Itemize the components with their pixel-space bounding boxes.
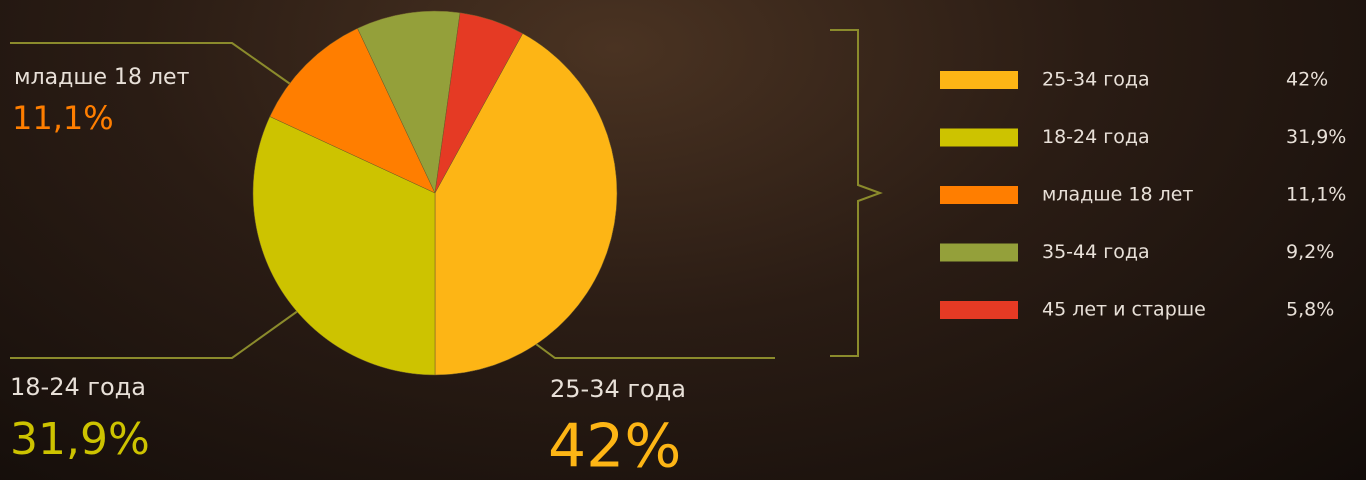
legend-label: 18-24 года [1042, 126, 1150, 148]
legend-label: 25-34 года [1042, 69, 1150, 91]
legend-label: младше 18 лет [1042, 184, 1194, 206]
legend-value: 31,9% [1286, 126, 1346, 148]
legend-swatch [940, 128, 1018, 147]
callout-value: 11,1% [12, 99, 114, 137]
legend-label: 45 лет и старше [1042, 299, 1206, 321]
callout-value: 42% [548, 412, 681, 480]
pie-slice [434, 33, 618, 376]
legend-swatch [940, 71, 1018, 89]
legend-value: 11,1% [1286, 184, 1346, 206]
pie-slice [252, 116, 436, 376]
callout-value: 31,9% [10, 414, 150, 465]
legend-swatch [940, 301, 1018, 319]
bracket [830, 29, 883, 357]
callout-name: 18-24 года [10, 373, 146, 401]
callout-line [10, 287, 331, 359]
legend-swatch [940, 186, 1018, 204]
pie-slice [269, 27, 436, 194]
legend-label: 35-44 года [1042, 241, 1150, 263]
legend-swatch [940, 243, 1018, 262]
callout-name: младше 18 лет [14, 65, 190, 90]
legend-value: 42% [1286, 69, 1328, 91]
pie-slice [357, 10, 461, 194]
pie-slice [434, 12, 524, 194]
legend-value: 9,2% [1286, 241, 1334, 263]
callout-name: 25-34 года [550, 375, 686, 403]
legend-value: 5,8% [1286, 299, 1334, 321]
